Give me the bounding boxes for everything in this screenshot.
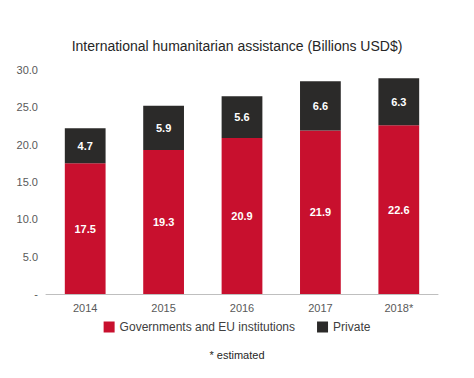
svg-text:5.9: 5.9 [156, 122, 171, 134]
svg-text:25.0: 25.0 [17, 101, 38, 113]
svg-text:15.0: 15.0 [17, 176, 38, 188]
svg-text:10.0: 10.0 [17, 213, 38, 225]
svg-text:International humanitarian ass: International humanitarian assistance (B… [72, 38, 403, 54]
svg-text:4.7: 4.7 [78, 140, 93, 152]
svg-text:* estimated: * estimated [209, 349, 264, 361]
svg-text:2015: 2015 [151, 302, 175, 314]
svg-text:2018*: 2018* [384, 302, 413, 314]
svg-text:6.6: 6.6 [313, 100, 328, 112]
svg-text:2014: 2014 [73, 302, 97, 314]
svg-text:17.5: 17.5 [74, 223, 95, 235]
svg-text:21.9: 21.9 [310, 206, 331, 218]
svg-text:5.0: 5.0 [23, 251, 38, 263]
svg-text:22.6: 22.6 [388, 204, 409, 216]
svg-text:2016: 2016 [230, 302, 254, 314]
svg-text:-: - [34, 288, 38, 300]
svg-text:20.9: 20.9 [231, 210, 252, 222]
svg-text:19.3: 19.3 [153, 216, 174, 228]
svg-text:20.0: 20.0 [17, 139, 38, 151]
svg-text:5.6: 5.6 [234, 111, 249, 123]
svg-text:30.0: 30.0 [17, 64, 38, 76]
svg-text:Governments and EU institution: Governments and EU institutions [120, 320, 295, 334]
svg-text:Private: Private [333, 320, 371, 334]
svg-text:2017: 2017 [308, 302, 332, 314]
svg-text:6.3: 6.3 [391, 96, 406, 108]
